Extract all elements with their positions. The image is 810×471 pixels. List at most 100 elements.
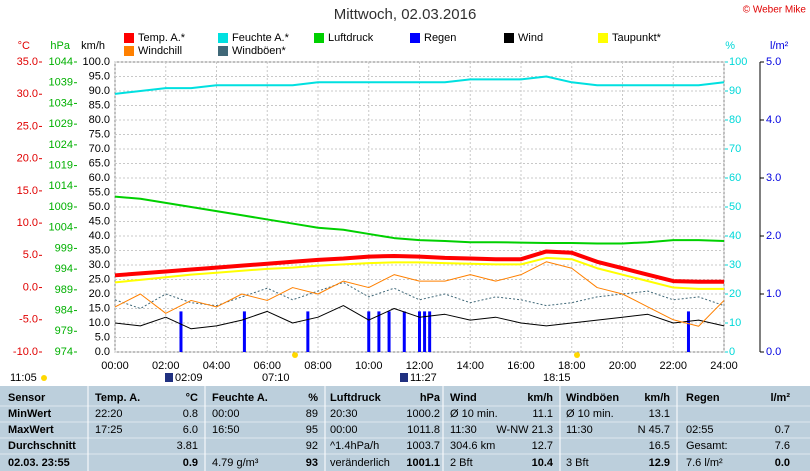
y-tick-label: 15.0 xyxy=(89,302,110,314)
table-cell: MinWert xyxy=(8,408,52,420)
bar xyxy=(367,311,371,352)
legend-swatch xyxy=(124,46,134,56)
y-tick-label: 90 xyxy=(729,85,741,97)
y-tick-label: 60 xyxy=(729,172,741,184)
table-cell: 1000.2 xyxy=(406,408,440,420)
series-line xyxy=(114,195,725,245)
y-tick-label: 5.0 xyxy=(95,331,110,343)
table-cell: 1011.8 xyxy=(407,424,440,436)
axis-title: km/h xyxy=(81,40,105,52)
y-tick-label: 20.0 xyxy=(89,288,110,300)
y-tick-label: 989 xyxy=(55,284,73,296)
y-tick-label: 35.0 xyxy=(89,244,110,256)
legend-label: Luftdruck xyxy=(328,32,374,44)
sun-icon xyxy=(292,352,298,358)
axis-title: °C xyxy=(18,40,30,52)
table-header: Windböen xyxy=(566,392,619,404)
legend-label: Windchill xyxy=(138,45,182,57)
bar xyxy=(377,311,381,352)
table-cell: 95 xyxy=(306,424,318,436)
y-tick-label: 1.0 xyxy=(766,288,781,300)
y-tick-label: 50 xyxy=(729,201,741,213)
summary-table: Sensor Temp. A. °C Feuchte A.% Luftdruck hPa W… xyxy=(0,386,810,471)
table-cell: 17:25 xyxy=(95,424,123,436)
y-tick-label: 5.0 xyxy=(23,249,38,261)
table-header: Wind xyxy=(450,392,477,404)
y-tick-label: 80.0 xyxy=(89,114,110,126)
y-tick-label: 55.0 xyxy=(89,186,110,198)
y-tick-label: 20 xyxy=(729,288,741,300)
legend-label: Wind xyxy=(518,32,543,44)
table-cell: 1001.1 xyxy=(406,457,440,469)
legend-swatch xyxy=(218,46,228,56)
table-cell: Durchschnitt xyxy=(8,440,76,452)
x-tick-label: 08:00 xyxy=(304,360,332,372)
table-cell: 22:20 xyxy=(95,408,123,420)
series-line xyxy=(114,249,724,284)
series-line xyxy=(114,75,725,95)
legend-swatch xyxy=(218,33,228,43)
moon-icon xyxy=(400,373,408,382)
x-tick-label: 22:00 xyxy=(659,360,687,372)
table-cell: 0.8 xyxy=(183,408,198,420)
bar xyxy=(423,311,427,352)
y-tick-label: -10.0 xyxy=(13,346,38,358)
table-cell: 4.79 g/m³ xyxy=(212,457,259,469)
table-cell: 02.03. 23:55 xyxy=(8,457,70,469)
table-cell: 11.1 xyxy=(532,408,553,420)
table-cell: 11:30 xyxy=(450,424,477,436)
table-cell: 00:00 xyxy=(330,424,358,436)
y-tick-label: 25.0 xyxy=(89,273,110,285)
bar xyxy=(242,311,246,352)
astro-time: 18:15 xyxy=(543,372,571,384)
y-tick-label: 974 xyxy=(55,346,73,358)
table-cell: 11:30 xyxy=(566,424,593,436)
y-tick-label: 35.0 xyxy=(17,56,38,68)
y-tick-label: 994 xyxy=(55,263,73,275)
sun-icon xyxy=(574,352,580,358)
table-header: Temp. A. xyxy=(95,392,140,404)
chart-title: Mittwoch, 02.03.2016 xyxy=(334,6,477,23)
y-tick-label: 15.0 xyxy=(17,185,38,197)
y-tick-label: 1029 xyxy=(49,118,73,130)
y-tick-label: -5.0 xyxy=(19,314,38,326)
legend-swatch xyxy=(598,33,608,43)
y-tick-label: 50.0 xyxy=(89,201,110,213)
legend-label: Temp. A.* xyxy=(138,32,186,44)
y-tick-label: 5.0 xyxy=(766,56,781,68)
table-cell: ^1.4hPa/h xyxy=(330,440,379,452)
x-tick-label: 02:00 xyxy=(152,360,180,372)
table-cell: 304.6 km xyxy=(450,440,495,452)
table-header: °C xyxy=(186,392,198,404)
astro-time: 11:05 xyxy=(10,372,37,384)
table-header: % xyxy=(308,392,318,404)
y-tick-label: 1024 xyxy=(49,139,73,151)
y-tick-label: 100 xyxy=(729,56,747,68)
y-tick-label: 100.0 xyxy=(82,56,110,68)
table-cell: 7.6 xyxy=(775,440,790,452)
table-header: hPa xyxy=(420,392,441,404)
table-header: Luftdruck xyxy=(330,392,382,404)
y-tick-label: 0 xyxy=(729,346,735,358)
legend-swatch xyxy=(504,33,514,43)
x-tick-label: 12:00 xyxy=(406,360,434,372)
y-tick-label: 979 xyxy=(55,325,73,337)
table-cell: 89 xyxy=(306,408,318,420)
y-tick-label: 0.0 xyxy=(23,281,38,293)
table-header: l/m² xyxy=(770,392,790,404)
table-cell: W-NW 21.3 xyxy=(496,424,553,436)
bar xyxy=(418,311,421,352)
table-cell: Gesamt: xyxy=(686,440,728,452)
legend-label: Regen xyxy=(424,32,456,44)
y-tick-label: 984 xyxy=(55,304,73,316)
y-tick-label: 20.0 xyxy=(17,153,38,165)
y-tick-label: 30.0 xyxy=(17,88,38,100)
y-tick-label: 95.0 xyxy=(89,70,110,82)
y-tick-label: 25.0 xyxy=(17,120,38,132)
legend-swatch xyxy=(410,33,420,43)
y-tick-label: 1044 xyxy=(49,56,73,68)
y-tick-label: 10 xyxy=(729,317,741,329)
table-cell: 00:00 xyxy=(212,408,240,420)
bar xyxy=(686,311,690,352)
